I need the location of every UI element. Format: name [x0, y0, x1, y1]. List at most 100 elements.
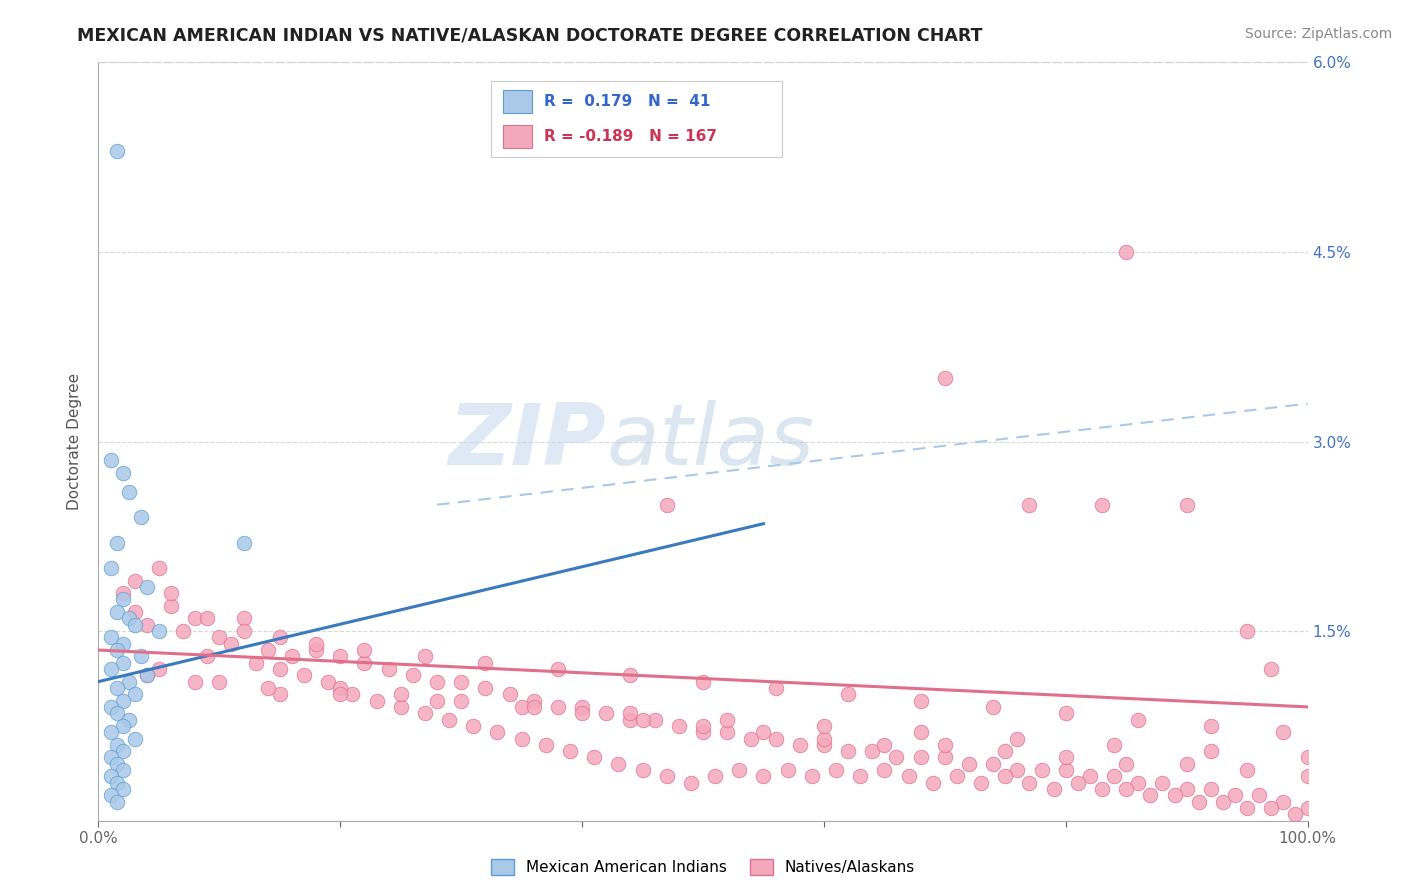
Point [1128, 713, 1150, 727]
Point [970, 776, 993, 790]
Point [111, 719, 134, 733]
Point [160, 599, 183, 613]
Point [232, 535, 254, 549]
Text: atlas: atlas [606, 400, 814, 483]
Point [752, 769, 775, 783]
Point [981, 756, 1004, 771]
Point [450, 693, 472, 707]
Point [1042, 782, 1064, 797]
Point [1212, 795, 1234, 809]
Point [118, 713, 141, 727]
Point [1272, 795, 1295, 809]
Point [728, 763, 751, 777]
Point [510, 731, 533, 746]
Point [934, 371, 956, 385]
Point [776, 763, 799, 777]
Point [1260, 662, 1282, 676]
Point [111, 693, 134, 707]
Point [148, 624, 170, 639]
Point [631, 763, 654, 777]
Text: ZIP: ZIP [449, 400, 606, 483]
Point [1284, 807, 1306, 822]
Point [160, 586, 183, 600]
Point [292, 668, 315, 682]
Text: MEXICAN AMERICAN INDIAN VS NATIVE/ALASKAN DOCTORATE DEGREE CORRELATION CHART: MEXICAN AMERICAN INDIAN VS NATIVE/ALASKA… [77, 27, 983, 45]
Point [571, 706, 593, 721]
Point [1115, 244, 1137, 259]
Point [679, 776, 702, 790]
Point [256, 643, 278, 657]
Point [100, 561, 122, 575]
Point [124, 574, 146, 588]
Point [946, 769, 969, 783]
Point [100, 725, 122, 739]
Point [377, 662, 399, 676]
Point [813, 719, 835, 733]
Point [619, 713, 641, 727]
Point [1007, 763, 1029, 777]
Point [752, 725, 775, 739]
Point [765, 731, 787, 746]
Point [118, 674, 141, 689]
Point [105, 776, 128, 790]
Point [571, 699, 593, 714]
Point [558, 744, 581, 758]
Point [100, 699, 122, 714]
Point [389, 687, 412, 701]
Point [957, 756, 980, 771]
Point [934, 750, 956, 764]
Point [704, 769, 727, 783]
Point [105, 681, 128, 695]
Point [100, 769, 122, 783]
Point [981, 699, 1004, 714]
Point [789, 738, 811, 752]
Point [105, 643, 128, 657]
Point [800, 769, 823, 783]
Point [1175, 756, 1198, 771]
Point [413, 706, 436, 721]
Point [523, 699, 546, 714]
Point [692, 725, 714, 739]
Point [245, 656, 267, 670]
Point [1296, 801, 1319, 815]
Point [124, 687, 146, 701]
Point [389, 699, 412, 714]
Point [498, 687, 520, 701]
Point [655, 498, 678, 512]
Point [583, 750, 606, 764]
Point [1091, 498, 1114, 512]
Point [910, 750, 932, 764]
Point [1091, 782, 1114, 797]
Point [353, 656, 375, 670]
Point [1067, 776, 1090, 790]
Point [1054, 750, 1077, 764]
Point [105, 535, 128, 549]
Point [1007, 731, 1029, 746]
Point [1152, 776, 1174, 790]
Point [208, 674, 231, 689]
Point [837, 687, 859, 701]
Point [329, 649, 352, 664]
Point [366, 693, 388, 707]
Point [118, 485, 141, 500]
Point [111, 656, 134, 670]
Point [402, 668, 425, 682]
Point [523, 693, 546, 707]
Point [100, 750, 122, 764]
Point [910, 693, 932, 707]
Point [124, 617, 146, 632]
Point [232, 624, 254, 639]
Point [129, 649, 152, 664]
Point [825, 763, 848, 777]
Point [595, 706, 617, 721]
Point [716, 713, 738, 727]
Point [316, 674, 339, 689]
Point [1163, 789, 1185, 803]
Point [994, 744, 1017, 758]
Point [1236, 763, 1258, 777]
Point [619, 706, 641, 721]
Point [1054, 763, 1077, 777]
Point [329, 687, 352, 701]
Point [135, 617, 157, 632]
Point [860, 744, 883, 758]
